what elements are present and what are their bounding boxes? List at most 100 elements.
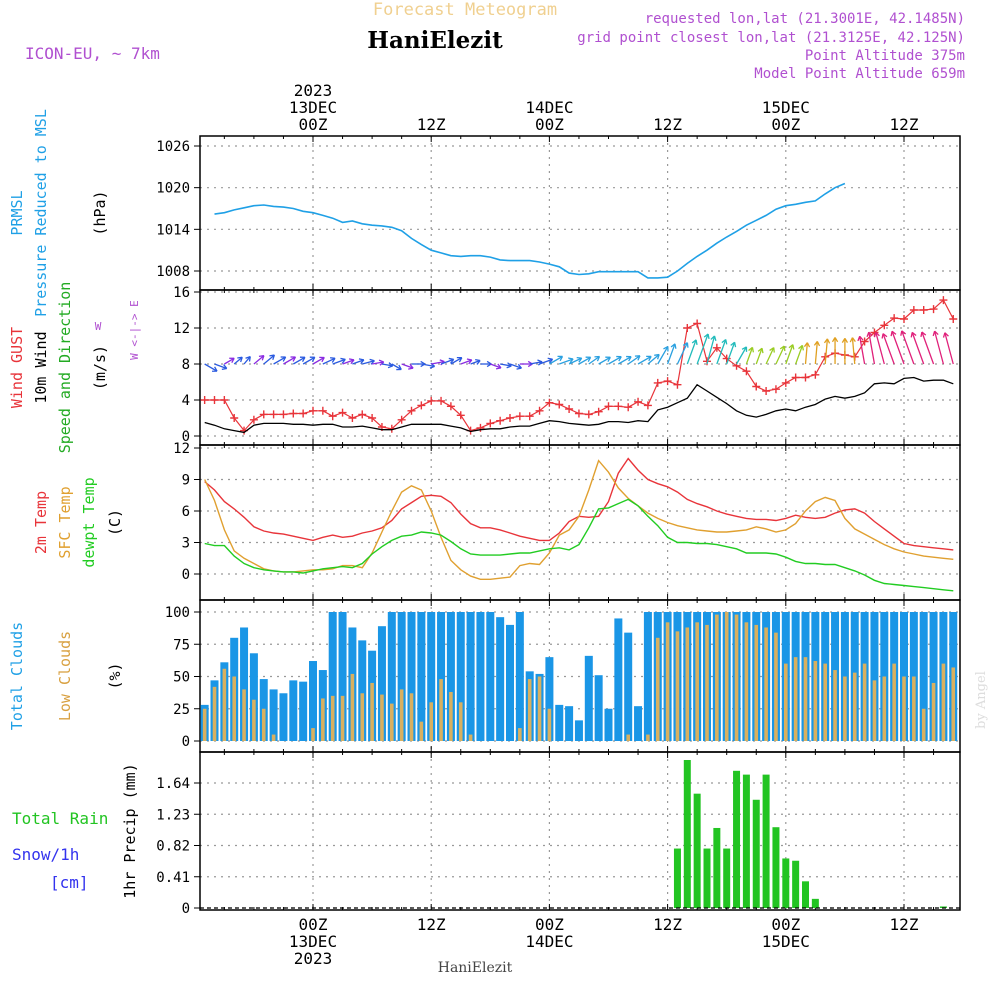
wind-arrowhead [682,342,689,348]
gust-marker [279,410,288,419]
gust-marker [722,354,731,363]
gust-marker [210,396,219,404]
wind-direction-arrow [911,332,925,365]
y-tick-label: 12 [173,321,190,337]
wind-arrowhead [748,346,755,353]
total-clouds-bar [427,612,436,741]
time-label-top: 14DEC [525,98,573,117]
precip-bar [742,774,750,908]
low-clouds-bar [419,721,424,741]
low-clouds-bar [271,734,276,741]
gust-marker [269,410,278,419]
total-clouds-bar [269,689,278,741]
wind-direction-arrow [568,357,582,365]
low-clouds-bar [380,694,384,741]
gust-marker [909,306,918,314]
wind-direction-arrow [921,331,935,365]
wind-arrowhead [605,356,611,362]
wind-direction-arrow [322,357,336,365]
precip-bar [752,799,760,908]
wind-arrowhead [626,355,632,362]
wind-arrowhead [813,341,821,347]
low-clouds-bar [212,686,217,741]
model-name: ICON-EU, ~ 7km [25,44,160,63]
time-label-bottom: 2023 [294,949,333,968]
low-clouds-bar [902,676,906,741]
y-tick-label: 50 [173,670,190,686]
gust-marker [890,314,899,323]
wind-arrowhead [866,331,873,338]
wind-arrowhead [237,356,243,363]
wind-arrowhead [212,366,218,372]
gust-marker [456,411,465,420]
wind-arrowhead [319,356,325,363]
gust-marker [762,387,771,395]
wind-arrowhead [841,338,849,343]
wind-direction-arrow [868,332,876,365]
y-tick-label: 1026 [156,139,190,155]
wind-arrowhead [691,339,698,345]
wind-direction-arrow [814,341,818,365]
time-label-top: 12Z [653,115,682,134]
y-tick-label: 0 [182,567,190,583]
wind-arrowhead [309,356,316,362]
wind-direction-arrow [283,356,296,365]
wind-direction-arrow [253,355,265,365]
wind-direction-arrow [657,346,669,365]
gust-marker [437,396,446,405]
axis-label: Wind GUST [8,327,26,408]
low-clouds-bar [429,702,433,741]
wind-arrowhead [348,358,355,365]
total-clouds-bar [240,627,249,741]
y-tick-label: 1014 [156,222,190,238]
wind-direction-arrow [933,330,945,365]
low-clouds-bar [912,676,916,741]
pressure-line [214,182,846,279]
low-clouds-bar [321,698,325,741]
gust-marker [781,378,790,387]
wind-arrowhead [516,363,522,370]
wind-arrowhead [741,346,748,352]
wind-direction-arrow [696,333,709,365]
total-clouds-bar [328,612,337,741]
time-label-top: 12Z [417,115,446,134]
temp-sfc-line [204,459,954,580]
time-label-bottom: 00Z [535,915,564,934]
wind-direction-arrow [500,363,512,367]
low-clouds-bar [360,693,365,741]
precip-bar [939,906,947,908]
gust-marker [771,385,780,394]
gust-marker [397,415,406,424]
gust-marker [594,407,603,416]
gust-marker [348,414,357,422]
wind-direction-arrow [381,363,393,367]
plot-layer: 1008101410201026048121603691202550751000… [8,81,961,968]
location-name: HaniElezit [367,27,503,54]
wind-direction-arrow [243,356,251,365]
wind-direction-arrow [292,356,306,365]
compass-label: W <-|-> E [128,300,141,360]
low-clouds-bar [695,622,699,741]
gust-marker [525,412,534,421]
panel-temp: 0 3 6 9 12 [173,441,961,601]
total-clouds-bar [919,612,928,741]
total-clouds-bar [624,632,633,741]
wind-direction-arrow [647,354,660,365]
low-clouds-bar [468,734,473,741]
total-clouds-bar [466,612,475,741]
gust-marker [801,373,810,382]
total-clouds-bar [299,681,308,741]
panel-frame [199,751,961,911]
low-clouds-bar [439,679,443,741]
legend-rain: Total Rain [12,809,108,828]
wind-direction-arrow [875,332,885,365]
low-clouds-bar [705,624,709,741]
wind-direction-arrow [795,345,804,365]
wind-arrowhead [730,341,737,348]
wind-direction-arrow [273,356,286,365]
gust-marker [328,412,337,421]
total-clouds-bar [555,704,564,741]
wind-arrowhead [568,357,574,364]
gust-marker [919,306,928,314]
gust-marker [791,373,800,382]
